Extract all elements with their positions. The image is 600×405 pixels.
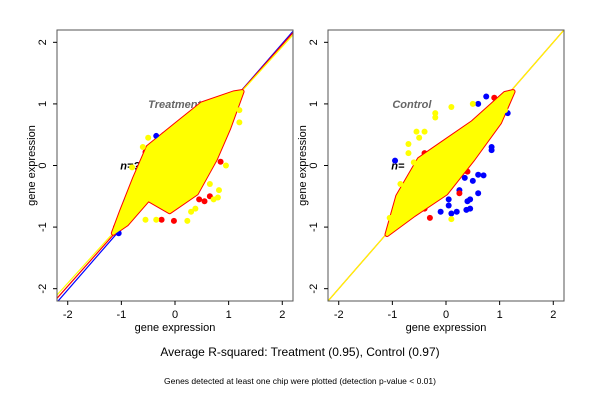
footnote: Genes detected at least one chip were pl… [164, 376, 436, 386]
point-yellow [215, 187, 222, 194]
panel-title: Control [392, 99, 432, 111]
x-axis-label: gene expression [135, 322, 216, 334]
point-red [426, 214, 433, 221]
point-blue [475, 171, 482, 178]
x-tick-label: 2 [279, 309, 285, 321]
point-yellow [405, 150, 412, 157]
point-yellow [469, 100, 476, 107]
point-yellow [386, 214, 393, 221]
treatment-panel: Treatmentn=? -2 -1 0 1 2 -2 -1 0 1 2 gene expressio… [26, 29, 294, 334]
point-yellow [397, 180, 404, 187]
x-tick-label: -2 [63, 309, 73, 321]
point-blue [475, 190, 482, 197]
point-yellow [432, 114, 439, 121]
point-blue [445, 196, 452, 203]
point-yellow [405, 140, 412, 147]
point-yellow [448, 216, 455, 223]
point-yellow [432, 110, 439, 117]
y-tick-label: 1 [308, 101, 320, 107]
x-tick-label: -2 [334, 309, 344, 321]
point-blue [469, 177, 476, 184]
y-tick-label: 2 [308, 39, 320, 45]
x-tick-label: -1 [116, 309, 126, 321]
point-yellow [206, 180, 213, 187]
point-yellow [215, 132, 222, 139]
x-tick-label: 2 [550, 309, 556, 321]
point-red [456, 190, 463, 197]
point-blue [463, 206, 470, 213]
plot-area: Treatmentn=? [57, 30, 293, 301]
x-axis-label: gene expression [406, 322, 487, 334]
point-yellow [410, 159, 417, 166]
point-red [201, 198, 208, 205]
point-yellow [502, 107, 508, 114]
point-yellow [416, 134, 423, 141]
point-blue [464, 198, 471, 205]
point-blue [453, 208, 460, 215]
point-blue [392, 157, 399, 164]
point-blue [480, 172, 487, 179]
point-yellow [210, 196, 217, 203]
point-yellow [236, 119, 243, 126]
point-yellow [184, 217, 191, 224]
point-yellow [448, 103, 455, 110]
point-yellow [491, 110, 498, 117]
point-yellow [153, 216, 160, 223]
point-red [491, 94, 498, 101]
y-axis-label: gene expression [26, 125, 38, 206]
point-yellow [413, 128, 420, 135]
point-blue [461, 174, 468, 181]
x-tick-label: 1 [226, 309, 232, 321]
y-tick-label: -1 [37, 222, 49, 232]
x-tick-label: 0 [172, 309, 178, 321]
point-yellow [236, 107, 243, 114]
y-tick-label: -1 [308, 222, 320, 232]
x-tick-label: 1 [497, 309, 503, 321]
point-red [196, 196, 203, 203]
y-tick-label: -2 [308, 284, 320, 294]
y-tick-label: 0 [37, 162, 49, 168]
y-axis-label: gene expression [297, 125, 309, 206]
x-tick-label: 0 [443, 309, 449, 321]
x-tick-label: -1 [387, 309, 397, 321]
point-yellow [129, 164, 136, 171]
core-cloud [385, 90, 515, 236]
point-red [158, 216, 165, 223]
point-blue [475, 100, 482, 107]
panel-title: Treatment [148, 99, 202, 111]
point-yellow [142, 216, 149, 223]
y-tick-label: -2 [37, 284, 49, 294]
point-red [170, 217, 177, 224]
point-blue [488, 147, 495, 154]
y-tick-label: 1 [37, 101, 49, 107]
y-tick-label: 2 [37, 39, 49, 45]
point-red [217, 158, 224, 165]
point-blue [483, 93, 490, 100]
point-blue [448, 210, 455, 217]
core-cloud [111, 90, 244, 235]
point-yellow [188, 208, 195, 215]
point-blue [445, 202, 452, 209]
point-yellow [139, 144, 146, 151]
point-blue [437, 208, 444, 215]
caption: Average R-squared: Treatment (0.95), Con… [160, 345, 439, 359]
point-yellow [421, 128, 428, 135]
y-tick-label: 0 [308, 162, 320, 168]
point-yellow [222, 162, 229, 169]
point-yellow [192, 205, 199, 212]
point-yellow [145, 134, 152, 141]
